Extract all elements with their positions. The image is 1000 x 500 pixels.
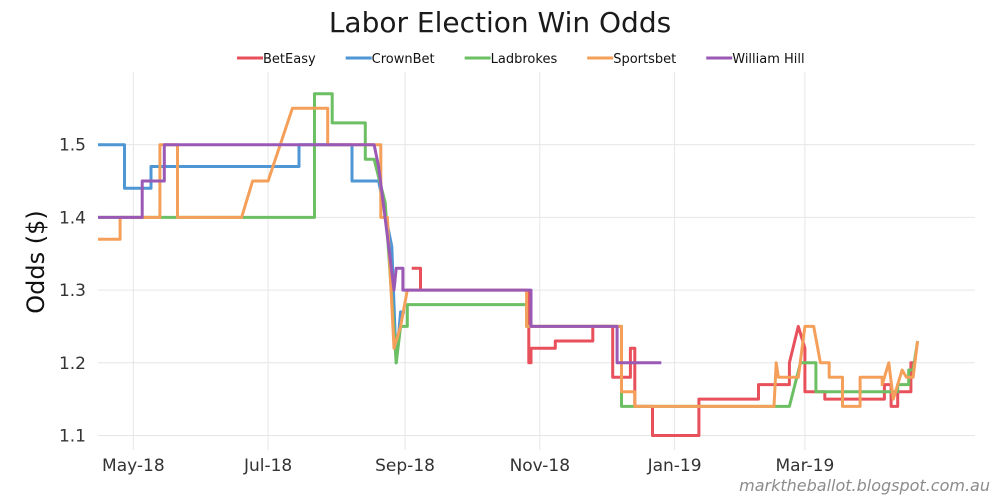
chart-title: Labor Election Win Odds (329, 6, 671, 39)
y-axis-ticks: 1.1 1.2 1.3 1.4 1.5 (59, 136, 86, 447)
y-tick-label: 1.4 (59, 208, 86, 228)
y-axis-label: Odds ($) (22, 210, 50, 314)
series-line-crownbet (98, 143, 406, 365)
x-tick-label: Nov-18 (510, 456, 571, 476)
x-tick-label: Jan-19 (647, 456, 702, 476)
x-tick-label: May-18 (102, 456, 165, 476)
x-tick-label: Mar-19 (776, 456, 835, 476)
series-line-beteasy (411, 266, 422, 291)
legend: BetEasy CrownBet Ladbrokes Sportsbet William… (237, 52, 805, 67)
x-axis-ticks: May-18 Jul-18 Sep-18 Nov-18 Jan-19 Mar-19 (102, 456, 834, 476)
legend-label-beteasy: BetEasy (263, 52, 316, 67)
plot-area (98, 92, 920, 437)
legend-label-ladbrokes: Ladbrokes (491, 52, 558, 67)
x-tick-label: Sep-18 (375, 456, 435, 476)
y-tick-label: 1.3 (59, 281, 86, 301)
legend-label-sportsbet: Sportsbet (613, 52, 676, 67)
legend-label-crownbet: CrownBet (372, 52, 435, 67)
series-line-william-hill (98, 143, 662, 365)
series-line-ladbrokes (98, 92, 920, 408)
y-tick-label: 1.1 (59, 426, 86, 446)
series-line-sportsbet (98, 106, 920, 408)
credit-text: marktheballot.blogspot.com.au (739, 476, 990, 495)
y-tick-label: 1.5 (59, 136, 86, 156)
x-tick-label: Jul-18 (243, 456, 292, 476)
y-tick-label: 1.2 (59, 354, 86, 374)
legend-label-william-hill: William Hill (732, 52, 804, 67)
